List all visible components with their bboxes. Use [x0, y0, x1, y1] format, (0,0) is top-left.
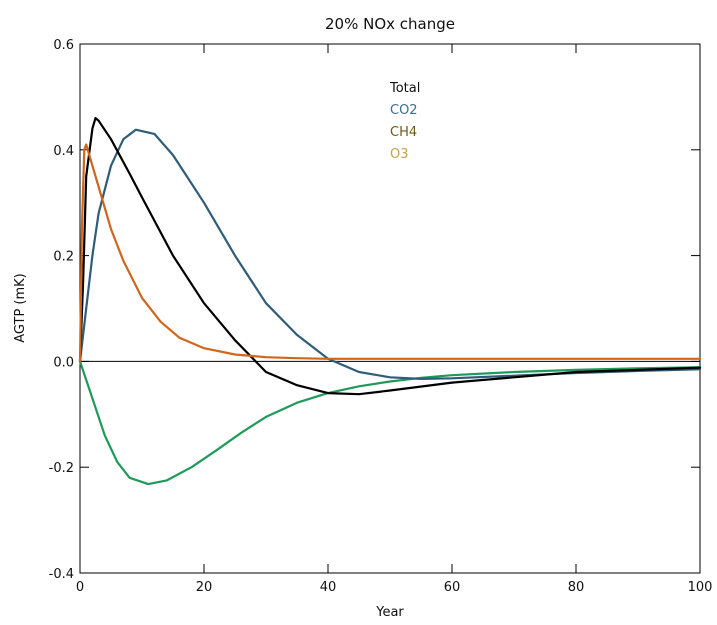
series-line-total	[78, 117, 702, 396]
series-line-ch4	[78, 360, 702, 486]
series-line-o3	[78, 143, 702, 363]
legend-label-co2: CO2	[390, 103, 418, 118]
legend-label-o3: O3	[390, 147, 409, 162]
legend-label-total: Total	[389, 81, 420, 96]
y-tick-label: 0.2	[53, 250, 74, 265]
x-tick-label: 100	[688, 580, 713, 595]
y-axis-label: AGTP (mK)	[13, 273, 28, 343]
x-tick-label: 20	[196, 580, 213, 595]
x-tick-label: 0	[76, 580, 84, 595]
axes-group: 0 20 40 60 80 100 -0.4 -0.2 0.0 0.2 0.4 0.6	[49, 38, 713, 595]
legend: Total CO2 CH4 O3	[389, 81, 420, 162]
x-tick-label: 80	[568, 580, 585, 595]
chart-title: 20% NOx change	[325, 15, 455, 33]
y-tick-label: -0.2	[49, 461, 74, 476]
y-tick-label: -0.4	[49, 567, 74, 582]
x-tick-label: 40	[320, 580, 337, 595]
y-tick-label: 0.4	[53, 144, 74, 159]
y-tick-label: 0.0	[53, 355, 74, 370]
series-line-co2	[78, 128, 702, 380]
legend-label-ch4: CH4	[390, 125, 417, 140]
series-group	[78, 117, 702, 486]
plot-frame	[79, 43, 701, 574]
x-tick-label: 60	[444, 580, 461, 595]
x-axis-label: Year	[375, 605, 404, 620]
y-tick-label: 0.6	[53, 38, 74, 53]
